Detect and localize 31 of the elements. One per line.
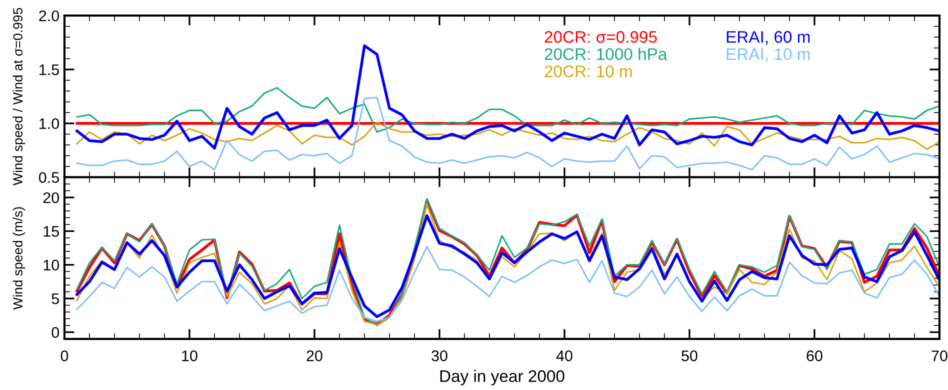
x-tick-label: 30 — [432, 350, 448, 362]
y-tick-label: 1.5 — [40, 64, 59, 76]
y-tick-label: 0 — [52, 327, 60, 338]
line-series — [76, 96, 940, 170]
text: 20CR: 10 m — [544, 65, 632, 78]
text: 20CR: σ=0.995 — [544, 31, 657, 43]
x-axis-title: Day in year 2000 — [440, 370, 564, 386]
x-tick-label: 60 — [806, 350, 822, 362]
y-tick-label: 1.0 — [40, 118, 60, 130]
x-tick-label: 70 — [932, 350, 948, 362]
y-tick-label: 2.0 — [39, 10, 60, 22]
x-tick-label: 50 — [682, 350, 698, 362]
x-tick-label: 10 — [182, 350, 198, 362]
x-tick-label: 0 — [60, 350, 68, 362]
y-tick-label: 0.5 — [38, 172, 59, 183]
line-series — [76, 122, 940, 150]
line-series — [76, 87, 940, 133]
line-series — [76, 44, 940, 150]
text: 20CR: 1000 hPa — [544, 48, 668, 60]
text: ERAI, 60 m — [726, 31, 810, 45]
line-series — [76, 246, 940, 322]
y-axis-title: Wind speed (m/s) — [12, 207, 26, 310]
line-series — [76, 214, 940, 318]
x-tick-label: 40 — [556, 350, 572, 362]
y-axis-title: Wind speed / Wind at σ=0.995 — [12, 8, 26, 186]
y-tick-label: 10 — [44, 260, 60, 271]
y-tick-label: 15 — [44, 226, 59, 237]
x-tick-label: 20 — [306, 350, 322, 362]
text: ERAI, 10 m — [726, 48, 810, 62]
y-tick-label: 5 — [52, 294, 59, 304]
y-tick-label: 20 — [43, 192, 60, 204]
